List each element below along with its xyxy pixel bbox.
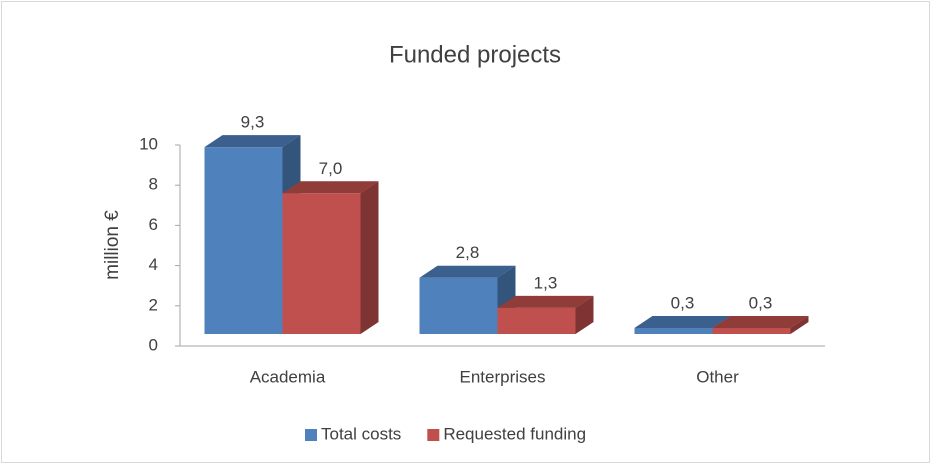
bar-face (282, 181, 379, 194)
bar-face (712, 315, 809, 328)
x-tick-label: Other (696, 367, 739, 386)
bar-face (634, 315, 731, 328)
bar-face (712, 327, 791, 334)
bar-face (497, 295, 594, 308)
bar-face (712, 315, 809, 328)
legend-label: Total costs (321, 424, 401, 443)
value-label: 0,3 (671, 293, 695, 312)
x-tick-label: Enterprises (460, 367, 546, 386)
bar (497, 295, 594, 334)
y-axis-label: million € (102, 210, 123, 280)
y-tick-label: 8 (149, 175, 158, 194)
bar-face (282, 181, 379, 194)
bar-face (204, 135, 301, 148)
bar-face (419, 277, 498, 334)
y-tick-label: 4 (149, 255, 158, 274)
bar (712, 315, 809, 334)
bar (282, 181, 379, 334)
legend-swatch (305, 429, 317, 441)
y-tick-label: 2 (149, 295, 158, 314)
chart-title: Funded projects (389, 41, 561, 68)
bar-face (634, 315, 731, 328)
bar-face (790, 315, 809, 334)
legend-label: Requested funding (443, 424, 586, 443)
x-tick-label: Academia (250, 367, 326, 386)
value-label: 7,0 (319, 159, 343, 178)
bar-face (634, 327, 713, 334)
bar-face (204, 135, 301, 148)
bar-face (419, 265, 516, 278)
bar-face (419, 265, 516, 278)
legend-swatch (427, 429, 440, 441)
value-label: 1,3 (534, 273, 558, 292)
bar-face (204, 147, 283, 334)
bar-face (360, 181, 379, 334)
y-tick-label: 0 (149, 335, 158, 354)
bar-face (360, 181, 379, 334)
value-label: 9,3 (241, 113, 265, 132)
y-tick-label: 10 (139, 134, 158, 153)
bar-face (282, 193, 361, 334)
value-label: 2,8 (456, 243, 480, 262)
bar-face (575, 295, 594, 334)
value-label: 0,3 (749, 293, 773, 312)
bar-face (575, 295, 594, 334)
bar-face (497, 307, 576, 334)
bar-face (497, 295, 594, 308)
bar-face (790, 315, 809, 334)
y-tick-label: 6 (149, 215, 158, 234)
